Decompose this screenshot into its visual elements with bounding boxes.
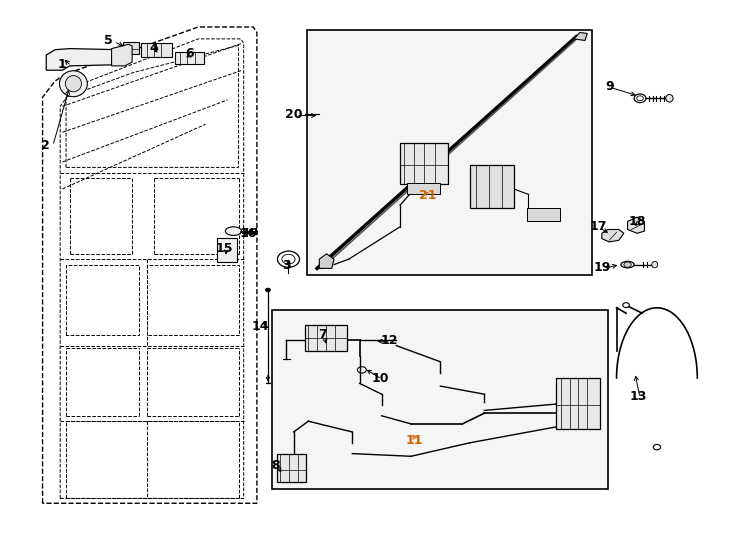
Text: 1: 1: [58, 58, 67, 71]
Ellipse shape: [266, 288, 271, 292]
Text: 2: 2: [41, 139, 50, 152]
Polygon shape: [602, 230, 624, 242]
Text: 14: 14: [252, 320, 269, 333]
Bar: [277, 454, 306, 482]
Text: 20: 20: [285, 108, 302, 121]
Bar: [556, 378, 600, 429]
Text: 17: 17: [589, 220, 607, 233]
Text: 18: 18: [628, 215, 646, 228]
Text: 19: 19: [593, 261, 611, 274]
Ellipse shape: [624, 262, 631, 267]
Text: 12: 12: [380, 334, 398, 347]
Bar: [217, 238, 237, 262]
Polygon shape: [628, 217, 644, 233]
Bar: [141, 43, 172, 57]
Ellipse shape: [652, 261, 658, 268]
Text: 7: 7: [319, 328, 327, 341]
Polygon shape: [112, 44, 132, 66]
Bar: [175, 52, 204, 64]
Ellipse shape: [59, 71, 87, 97]
Ellipse shape: [65, 76, 81, 92]
Text: 9: 9: [605, 80, 614, 93]
Text: 16: 16: [239, 227, 257, 240]
Text: 5: 5: [104, 34, 113, 47]
Text: 15: 15: [216, 242, 233, 255]
Bar: [272, 310, 608, 489]
Text: 21: 21: [419, 189, 437, 202]
Ellipse shape: [225, 227, 241, 235]
Polygon shape: [574, 32, 587, 40]
Text: 13: 13: [630, 390, 647, 403]
Bar: [123, 42, 139, 54]
Text: 10: 10: [371, 372, 389, 384]
Text: 3: 3: [282, 259, 291, 272]
Text: 11: 11: [406, 434, 424, 447]
Bar: [527, 208, 560, 221]
Bar: [305, 325, 347, 351]
Bar: [470, 165, 514, 208]
Text: 4: 4: [150, 42, 159, 55]
Polygon shape: [46, 49, 121, 70]
Bar: [400, 143, 448, 184]
Ellipse shape: [666, 94, 673, 102]
Bar: [407, 183, 440, 194]
Text: 6: 6: [185, 48, 194, 60]
Bar: [307, 30, 592, 275]
Polygon shape: [319, 254, 334, 268]
Text: 8: 8: [271, 459, 280, 472]
